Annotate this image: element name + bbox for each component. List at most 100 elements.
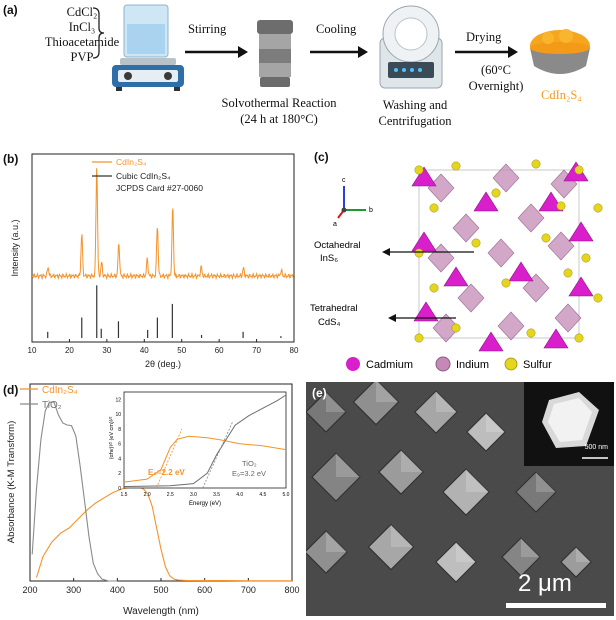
sem-crystal-face: [376, 382, 399, 402]
sem-crystal-face: [326, 531, 347, 552]
drying-condition-label: (60°C Overnight): [468, 63, 524, 93]
sem-crystal-face: [466, 469, 489, 492]
indium-octahedron: [517, 203, 545, 233]
inset-ytick-label: 4: [118, 456, 121, 462]
crystal-structure: c b a Octahedral InS₆ Tetrahedral CdS₄ C…: [310, 159, 603, 372]
inset-cdin2s4-line: [123, 435, 287, 483]
sem-crystal-face: [391, 524, 414, 547]
sem-crystal: [367, 523, 415, 571]
inset-frame: [123, 391, 287, 489]
sulfur-atom: [574, 165, 584, 175]
reagent-pvp: PVP: [70, 50, 94, 64]
panel-d-label: (d): [3, 383, 19, 397]
abs-xtick-label: 800: [284, 585, 299, 595]
sem-crystal-face: [486, 413, 505, 432]
indium-octahedron: [547, 231, 575, 261]
inset-xlabel: Energy (eV): [189, 501, 221, 507]
sem-inset-scale: 500 nm: [584, 444, 608, 451]
autoclave-icon: [257, 20, 293, 87]
indium-octahedron: [487, 238, 515, 268]
sulfur-atom: [593, 203, 603, 213]
cadmium-tetrahedron: [413, 301, 439, 322]
sem-crystals: [306, 382, 614, 616]
sulfur-atom: [451, 323, 461, 333]
sem-crystal-face: [326, 392, 346, 412]
abs-legend-1: CdIn₂S₄: [42, 385, 78, 396]
product-label: CdIn₂S₄: [541, 88, 582, 102]
xrd-xtick-label: 10: [28, 346, 37, 355]
sem-crystal-face: [336, 453, 360, 477]
indium-octahedron: [457, 283, 485, 313]
inset-eg2: E₉=3.2 eV: [232, 469, 266, 478]
cadmium-tetrahedron: [443, 266, 469, 287]
indium-octahedron: [432, 313, 460, 343]
cadmium-tetrahedron: [473, 191, 499, 212]
sem-crystal-face: [521, 538, 540, 557]
svg-text:c: c: [342, 177, 346, 184]
sulfur-atom: [414, 248, 424, 258]
xrd-xtick-label: 20: [65, 346, 74, 355]
indium-octahedron: [427, 173, 455, 203]
sem-image: 500 nm 2 μm: [306, 382, 614, 616]
sem-crystal-face: [576, 547, 591, 562]
inset-xtick-label: 4.5: [259, 492, 266, 498]
panel-a-label: (a): [3, 3, 18, 17]
indium-legend-icon: [435, 356, 451, 372]
sem-crystal: [466, 412, 506, 452]
cadmium-tetrahedron: [411, 231, 437, 252]
inset-xtick-label: 3.0: [190, 492, 197, 498]
reagent-list: CdCl₂ InCl₃ Thioacetamide PVP: [42, 5, 122, 65]
product-bowl-icon: [530, 29, 590, 74]
sulfur-atom: [501, 278, 511, 288]
panel-c-label: (c): [314, 150, 329, 164]
sem-scale-label: 2 μm: [518, 570, 572, 597]
xrd-legend-2: Cubic CdIn₂S₄: [116, 171, 171, 181]
indium-octahedron: [554, 303, 582, 333]
tetrahedral-formula: CdS₄: [318, 317, 340, 328]
abs-xtick-label: 700: [241, 585, 256, 595]
sem-crystal: [306, 530, 348, 574]
xrd-plot-frame: [31, 153, 295, 343]
cadmium-tetrahedron: [508, 261, 534, 282]
sulfur-atom: [429, 203, 439, 213]
cadmium-tetrahedron: [411, 166, 437, 187]
inset-tio2-label: TiO₂: [242, 459, 257, 468]
sulfur-atom: [556, 201, 566, 211]
reagent-brace: [92, 7, 105, 59]
cadmium-tetrahedron: [543, 328, 569, 349]
abs-ylabel: Absorbance (K-M Transform): [6, 421, 17, 543]
inset-tio2-line: [123, 394, 287, 487]
sem-scale-bar: [506, 603, 606, 608]
step-stirring-label: Stirring: [188, 22, 227, 36]
cadmium-tetrahedron: [568, 276, 594, 297]
inset-tangent-2: [202, 421, 234, 489]
process-flow-graphics: [92, 4, 590, 91]
inset-xtick-label: 5.0: [283, 492, 290, 498]
xrd-legend-1: CdIn₂S₄: [116, 157, 147, 167]
inset-ytick-label: 2: [118, 471, 121, 477]
abs-xlabel: Wavelength (nm): [123, 606, 199, 617]
sem-crystal-face: [436, 391, 457, 412]
step-cooling-label: Cooling: [316, 22, 357, 36]
sulfur-atom: [574, 333, 584, 343]
abs-xtick-label: 500: [153, 585, 168, 595]
panel-b-label: (b): [3, 152, 19, 166]
inset-ytick-label: 12: [115, 397, 121, 403]
sem-crystal: [311, 452, 361, 502]
abs-xtick-label: 400: [110, 585, 125, 595]
sem-crystal-face: [536, 472, 556, 492]
abs-series-line-1: [31, 401, 118, 582]
xrd-chart: 10 20 30 40 50 60 70 80 2θ (deg.) Intensity (a.…: [10, 153, 299, 369]
cadmium-tetrahedron: [478, 331, 504, 352]
cadmium-legend: Cadmium: [366, 359, 413, 371]
sulfur-atom: [414, 333, 424, 343]
abs-data-layer: 200 300 400 500 600 700 800: [22, 401, 300, 595]
sulfur-legend-icon: [504, 357, 518, 371]
tetrahedral-label: Tetrahedral: [310, 303, 358, 314]
indium-octahedron: [492, 163, 520, 193]
inset-xtick-label: 2.0: [144, 492, 151, 498]
octahedral-label: Octahedral: [314, 240, 360, 251]
indium-octahedron: [452, 213, 480, 243]
sulfur-atom: [581, 253, 591, 263]
sulfur-atom: [531, 159, 541, 169]
